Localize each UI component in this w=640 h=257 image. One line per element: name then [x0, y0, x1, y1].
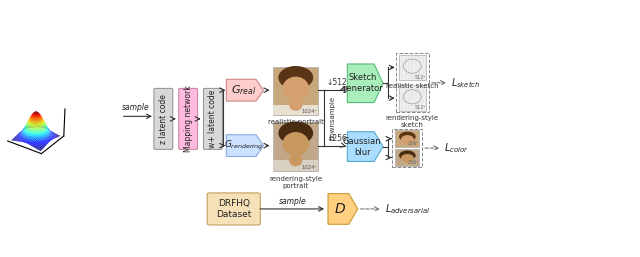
Text: realistic sketch: realistic sketch [386, 84, 438, 89]
Text: 256²: 256² [408, 141, 419, 146]
FancyBboxPatch shape [396, 130, 419, 147]
Text: ↓512: ↓512 [326, 78, 347, 87]
Ellipse shape [399, 150, 416, 161]
Ellipse shape [401, 154, 414, 163]
Text: realistic portrait: realistic portrait [268, 119, 324, 125]
Polygon shape [227, 135, 264, 157]
FancyBboxPatch shape [204, 88, 222, 149]
Text: 512²: 512² [414, 75, 426, 79]
FancyBboxPatch shape [273, 160, 318, 171]
Text: $G_{real}$: $G_{real}$ [230, 83, 256, 97]
Text: DRFHQ
Dataset: DRFHQ Dataset [216, 199, 252, 219]
Text: rendering-style
sketch: rendering-style sketch [386, 115, 439, 128]
FancyBboxPatch shape [273, 105, 318, 115]
FancyBboxPatch shape [207, 193, 260, 225]
FancyBboxPatch shape [273, 67, 318, 115]
FancyBboxPatch shape [399, 85, 426, 111]
Text: $L_{color}$: $L_{color}$ [444, 141, 468, 155]
Text: $L_{sketch}$: $L_{sketch}$ [451, 76, 480, 90]
Ellipse shape [278, 66, 313, 89]
FancyBboxPatch shape [399, 54, 426, 80]
Ellipse shape [278, 121, 313, 145]
Text: $D$: $D$ [334, 202, 346, 216]
FancyBboxPatch shape [154, 88, 173, 149]
Text: sample: sample [122, 103, 150, 112]
Text: ↓256: ↓256 [326, 134, 347, 143]
Ellipse shape [401, 135, 414, 144]
Text: w+ latent code: w+ latent code [209, 90, 218, 148]
Ellipse shape [289, 154, 303, 166]
Polygon shape [328, 194, 358, 224]
Text: 1024²: 1024² [301, 109, 317, 114]
Text: 256²: 256² [408, 160, 419, 165]
Text: Sketch
generator: Sketch generator [341, 73, 383, 93]
Text: Mapping network: Mapping network [184, 86, 193, 152]
Text: rendering-style
portrait: rendering-style portrait [269, 176, 323, 189]
Ellipse shape [282, 132, 309, 156]
Text: $L_{adversarial}$: $L_{adversarial}$ [385, 202, 430, 216]
Text: $G_{rendering}$: $G_{rendering}$ [224, 139, 263, 152]
Text: downsample: downsample [330, 96, 336, 140]
Ellipse shape [282, 77, 309, 101]
Ellipse shape [399, 132, 416, 142]
Text: z latent code: z latent code [159, 94, 168, 144]
Text: 1024²: 1024² [301, 165, 317, 170]
Polygon shape [227, 79, 264, 101]
Polygon shape [348, 132, 383, 161]
FancyBboxPatch shape [273, 122, 318, 171]
FancyBboxPatch shape [179, 88, 198, 149]
Text: sample: sample [279, 197, 307, 206]
Text: Gaussian
blur: Gaussian blur [343, 136, 381, 157]
Ellipse shape [289, 99, 303, 111]
FancyBboxPatch shape [396, 149, 419, 166]
Polygon shape [348, 64, 383, 103]
Text: 512²: 512² [414, 105, 426, 110]
